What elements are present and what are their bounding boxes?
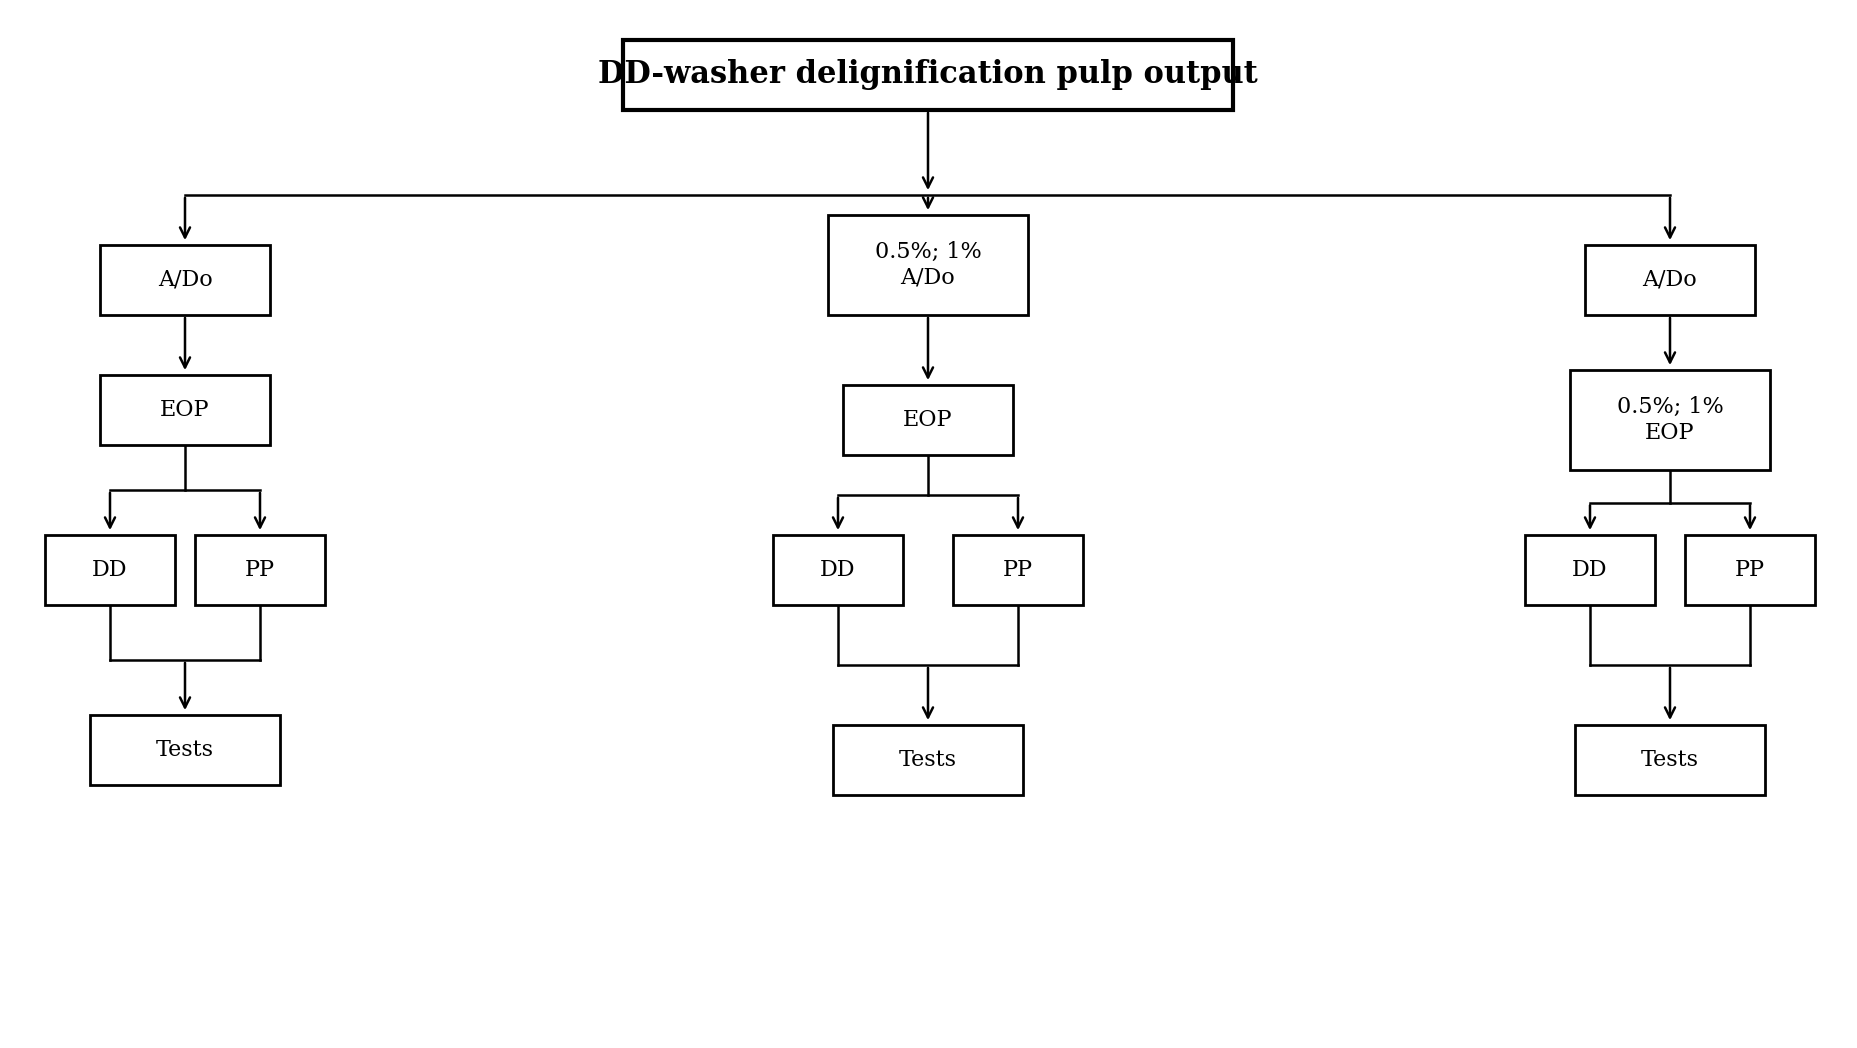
Bar — [773, 534, 903, 605]
Text: EOP: EOP — [160, 399, 210, 421]
Bar — [45, 534, 175, 605]
Text: Tests: Tests — [156, 739, 214, 761]
Text: PP: PP — [1734, 559, 1764, 581]
Bar — [843, 385, 1014, 455]
Text: DD: DD — [1573, 559, 1608, 581]
Bar — [195, 534, 325, 605]
Text: A/Do: A/Do — [1643, 269, 1697, 291]
Text: DD: DD — [821, 559, 856, 581]
Bar — [100, 245, 269, 315]
Text: 0.5%; 1%
EOP: 0.5%; 1% EOP — [1617, 396, 1723, 443]
Bar — [622, 40, 1233, 110]
Bar — [1684, 534, 1814, 605]
Bar — [953, 534, 1083, 605]
Bar — [1525, 534, 1655, 605]
Text: DD: DD — [93, 559, 128, 581]
Text: PP: PP — [1003, 559, 1032, 581]
Bar — [834, 725, 1023, 795]
Text: EOP: EOP — [903, 409, 953, 431]
Bar — [1586, 245, 1755, 315]
Bar — [828, 215, 1029, 315]
Bar — [100, 375, 269, 445]
Text: A/Do: A/Do — [158, 269, 212, 291]
Text: DD-washer delignification pulp output: DD-washer delignification pulp output — [598, 60, 1257, 90]
Text: Tests: Tests — [1642, 749, 1699, 771]
Bar — [89, 715, 280, 785]
Text: Tests: Tests — [899, 749, 956, 771]
Text: 0.5%; 1%
A/Do: 0.5%; 1% A/Do — [875, 241, 980, 288]
Text: PP: PP — [245, 559, 275, 581]
Bar — [1569, 370, 1770, 470]
Bar — [1575, 725, 1764, 795]
